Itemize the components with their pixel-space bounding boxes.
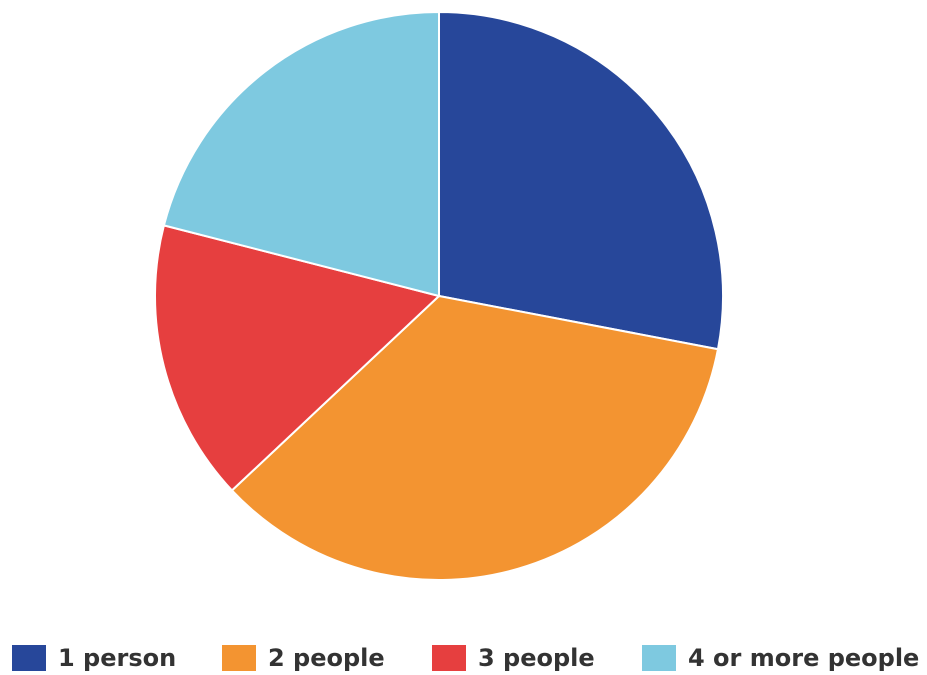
pie-slice bbox=[230, 294, 720, 581]
legend-swatch bbox=[642, 645, 676, 671]
legend-swatch bbox=[432, 645, 466, 671]
legend-label: 4 or more people bbox=[688, 644, 919, 672]
legend-swatch bbox=[222, 645, 256, 671]
pie-slice bbox=[438, 10, 724, 351]
legend-label: 3 people bbox=[478, 644, 595, 672]
legend-label: 1 person bbox=[58, 644, 176, 672]
pie-slice bbox=[162, 10, 440, 298]
legend-label: 2 people bbox=[268, 644, 385, 672]
pie-slice bbox=[154, 224, 442, 492]
legend-swatch bbox=[12, 645, 46, 671]
